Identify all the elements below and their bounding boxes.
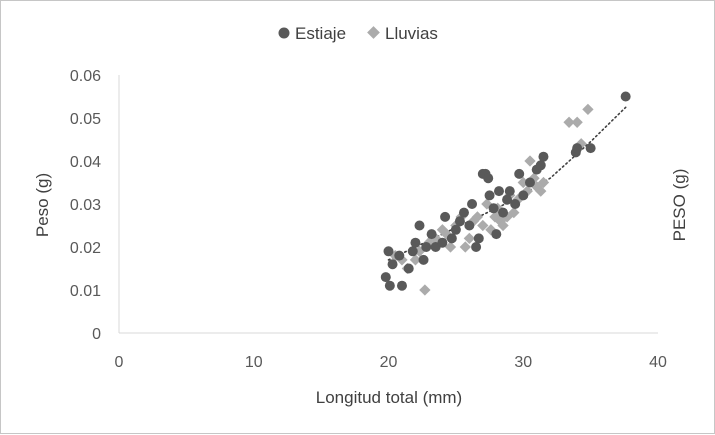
estiaje-point <box>396 280 407 291</box>
estiaje-point <box>491 229 502 240</box>
estiaje-point <box>450 224 461 235</box>
y-tick-label: 0.03 <box>70 197 101 214</box>
trendline <box>387 106 627 261</box>
axes <box>118 75 658 334</box>
estiaje-point <box>471 242 482 252</box>
lluvias-point <box>463 232 476 245</box>
estiaje-point <box>484 190 495 201</box>
estiaje-point <box>467 199 478 209</box>
tick-labels: 0 10 20 30 40 0 0.01 0.02 0.03 0.04 0.05 0.06 <box>70 68 667 371</box>
lluvias-point <box>459 241 471 253</box>
y-tick-label: 0.06 <box>70 68 101 85</box>
estiaje-point <box>426 229 437 240</box>
estiaje-point <box>514 168 525 179</box>
trendline-path <box>387 106 627 261</box>
y-tick-label: 0.04 <box>70 154 101 171</box>
x-tick-label: 20 <box>380 354 398 371</box>
y-tick-label: 0 <box>92 326 101 343</box>
legend-marker-lluvias <box>367 26 380 39</box>
estiaje-point <box>620 91 631 102</box>
estiaje-point <box>414 220 425 231</box>
lluvias-point <box>419 284 431 296</box>
x-tick-label: 30 <box>514 354 532 371</box>
estiaje-point <box>493 186 504 197</box>
y-axis-title-right: PESO (g) <box>670 169 689 242</box>
estiaje-point <box>518 190 529 201</box>
lluvias-point <box>471 211 484 223</box>
legend-marker-estiaje <box>278 27 290 39</box>
lluvias-point <box>477 219 489 232</box>
estiaje-point <box>403 263 414 274</box>
lluvias-point <box>444 241 457 253</box>
y-tick-label: 0.05 <box>70 111 101 128</box>
lluvias-point <box>571 116 583 128</box>
legend: Estiaje Lluvias <box>278 24 438 43</box>
lluvias-point <box>535 185 547 197</box>
estiaje-point <box>437 237 448 248</box>
estiaje-point <box>502 194 513 205</box>
legend-label-lluvias: Lluvias <box>385 24 438 43</box>
lluvias-point <box>524 155 536 167</box>
lluvias-point <box>409 254 422 266</box>
estiaje-point <box>572 143 583 154</box>
x-axis-title: Longitud total (mm) <box>316 388 462 407</box>
x-tick-label: 0 <box>115 354 124 371</box>
estiaje-point <box>585 143 596 154</box>
y-axis-title: Peso (g) <box>33 173 52 237</box>
estiaje-point <box>538 151 549 162</box>
lluvias-point <box>508 206 520 219</box>
estiaje-point <box>458 207 469 218</box>
lluvias-point <box>582 103 594 116</box>
estiaje-point <box>498 207 509 218</box>
estiaje-point <box>504 186 515 197</box>
lluvias-point <box>537 176 550 189</box>
estiaje-point <box>410 237 421 248</box>
x-tick-label: 10 <box>245 354 263 371</box>
estiaje-point <box>394 250 405 261</box>
y-tick-label: 0.02 <box>70 240 101 257</box>
estiaje-point <box>473 233 484 244</box>
estiaje-point <box>418 254 429 265</box>
x-tick-label: 40 <box>649 354 667 371</box>
estiaje-point <box>387 259 398 270</box>
estiaje-point <box>380 272 391 283</box>
estiaje-point <box>384 280 395 291</box>
estiaje-point <box>454 216 465 227</box>
estiaje-point <box>440 211 451 222</box>
estiaje-point <box>488 203 499 214</box>
estiaje-point <box>446 233 457 244</box>
estiaje-point <box>524 177 535 188</box>
estiaje-point <box>510 199 521 209</box>
estiaje-point <box>535 160 546 171</box>
estiaje-point <box>421 242 432 252</box>
estiaje-point <box>383 246 394 257</box>
y-tick-label: 0.01 <box>70 283 101 300</box>
estiaje-point <box>407 246 418 257</box>
lluvias-point <box>497 219 509 232</box>
estiaje-point <box>483 173 494 184</box>
data-points <box>380 91 631 296</box>
legend-label-estiaje: Estiaje <box>295 24 346 43</box>
estiaje-point <box>464 220 475 231</box>
